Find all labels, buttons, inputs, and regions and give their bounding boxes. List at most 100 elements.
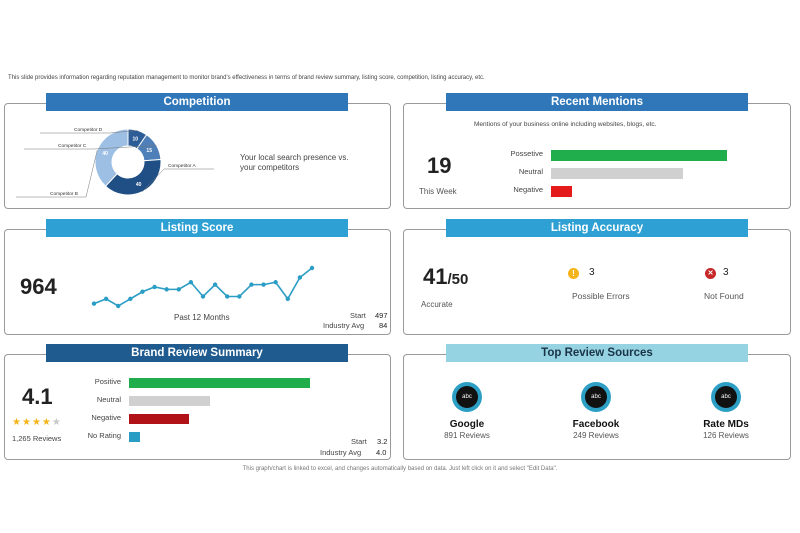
mentions-count-label: This Week <box>419 187 457 196</box>
listing-score-value: 964 <box>20 274 57 299</box>
bar-category-label: Negative <box>91 413 121 422</box>
star-icon: ★ <box>21 417 32 428</box>
brand-review-start-label: Start <box>351 437 367 446</box>
star-icon: ★ <box>31 417 42 428</box>
listing-accuracy-card <box>403 229 791 335</box>
not-found-label: Not Found <box>704 291 744 301</box>
donut-label-leader <box>24 145 157 150</box>
star-icon: ★ <box>12 417 22 428</box>
brand-review-industry-label: Industry Avg <box>320 448 362 457</box>
bar-category-label: No Rating <box>87 431 121 440</box>
google-source-icon: abc <box>452 382 482 412</box>
bar-category-label: Neutral <box>518 167 543 176</box>
accuracy-score-value: 41 <box>423 264 448 289</box>
brand-review-count: 1,265 Reviews <box>12 434 62 443</box>
donut-slice-label: Competitor B <box>50 191 78 197</box>
bar-category-label: Negative <box>513 185 543 194</box>
competition-title: Competition <box>46 93 348 111</box>
bar <box>129 396 211 406</box>
donut-slice-label: Competitor C <box>58 143 87 149</box>
bar <box>551 168 683 179</box>
listing-score-points <box>91 265 315 309</box>
line-point <box>152 284 157 290</box>
possible-errors-label: Possible Errors <box>572 291 630 301</box>
line-point <box>176 287 181 292</box>
facebook-icon-text: abc <box>585 386 607 408</box>
brand-review-card <box>4 354 391 460</box>
donut-label-leader <box>142 168 214 192</box>
recent-mentions-subtitle: Mentions of your business online includi… <box>474 121 657 128</box>
line-point <box>261 282 266 287</box>
intro-text: This slide provides information regardin… <box>8 75 485 81</box>
listing-score-title: Listing Score <box>46 219 348 237</box>
line-point <box>116 303 121 309</box>
accuracy-score: 41/50 <box>423 264 468 290</box>
bar-category-label: Neutral <box>96 395 121 404</box>
ratemds-icon-text: abc <box>715 386 737 408</box>
donut-slice <box>94 128 129 187</box>
bar <box>551 186 573 197</box>
facebook-source-count: 249 Reviews <box>573 431 619 440</box>
top-sources-title: Top Review Sources <box>446 344 748 362</box>
bar <box>129 378 310 388</box>
bar <box>551 150 727 161</box>
listing-score-line <box>93 267 313 307</box>
brand-review-stars: ★★★★★ <box>12 417 62 428</box>
recent-mentions-title: Recent Mentions <box>446 93 748 111</box>
line-point <box>309 265 315 271</box>
donut-slice-value: 15 <box>146 148 152 154</box>
donut-slice-value: 10 <box>132 137 138 143</box>
line-point <box>188 280 194 285</box>
brand-review-industry-value: 4.0 <box>376 448 387 457</box>
ratemds-source-count: 126 Reviews <box>703 431 749 440</box>
listing-score-card <box>4 229 391 335</box>
listing-score-caption: Past 12 Months <box>174 313 230 322</box>
star-icon: ★ <box>51 417 62 428</box>
line-point <box>212 282 218 287</box>
ratemds-source-icon: abc <box>711 382 741 412</box>
line-point <box>164 287 169 292</box>
competition-card <box>4 103 391 209</box>
donut-slice <box>104 158 162 196</box>
line-point <box>225 294 230 299</box>
facebook-source-name: Facebook <box>572 419 620 430</box>
dashboard-slide: This slide provides information regardin… <box>0 62 800 482</box>
donut-slice-value: 40 <box>102 151 108 157</box>
possible-errors-count: 3 <box>589 267 595 278</box>
facebook-source-icon: abc <box>581 382 611 412</box>
donut-slice-label: Competitor D <box>74 127 103 133</box>
bar-category-label: Possetive <box>510 149 543 158</box>
not-found-count: 3 <box>723 267 729 278</box>
line-point <box>273 280 278 285</box>
line-point <box>140 289 145 294</box>
bar <box>129 432 140 442</box>
listing-score-start-value: 497 <box>375 311 388 320</box>
footnote: This graph/chart is linked to excel, and… <box>242 466 558 472</box>
donut-label-leader <box>40 130 138 134</box>
donut-slice-label: Competitor A <box>168 163 197 169</box>
donut-group: 10 15 40 40 <box>94 128 162 196</box>
listing-score-start-label: Start <box>350 311 366 320</box>
line-point <box>249 282 254 287</box>
brand-review-start-value: 3.2 <box>377 437 388 446</box>
brand-review-score: 4.1 <box>22 384 53 409</box>
listing-score-line-chart <box>91 265 315 309</box>
line-point <box>128 296 133 302</box>
listing-score-industry-value: 84 <box>379 321 388 330</box>
line-point <box>285 296 290 302</box>
mentions-count: 19 <box>427 153 452 178</box>
bar-category-label: Positive <box>94 377 121 386</box>
donut-labels: Competitor D Competitor C Competitor A Comp… <box>16 127 214 198</box>
accuracy-score-label: Accurate <box>421 300 453 309</box>
line-point <box>91 301 97 306</box>
listing-accuracy-title: Listing Accuracy <box>446 219 748 237</box>
error-x-icon: ✕ <box>705 268 716 279</box>
google-icon-text: abc <box>456 386 478 408</box>
donut-label-leader <box>16 149 98 198</box>
star-icon: ★ <box>41 417 52 428</box>
line-point <box>237 294 242 299</box>
google-source-count: 891 Reviews <box>444 431 490 440</box>
donut-slice-value: 40 <box>136 182 142 188</box>
ratemds-source-name: Rate MDs <box>703 419 749 430</box>
